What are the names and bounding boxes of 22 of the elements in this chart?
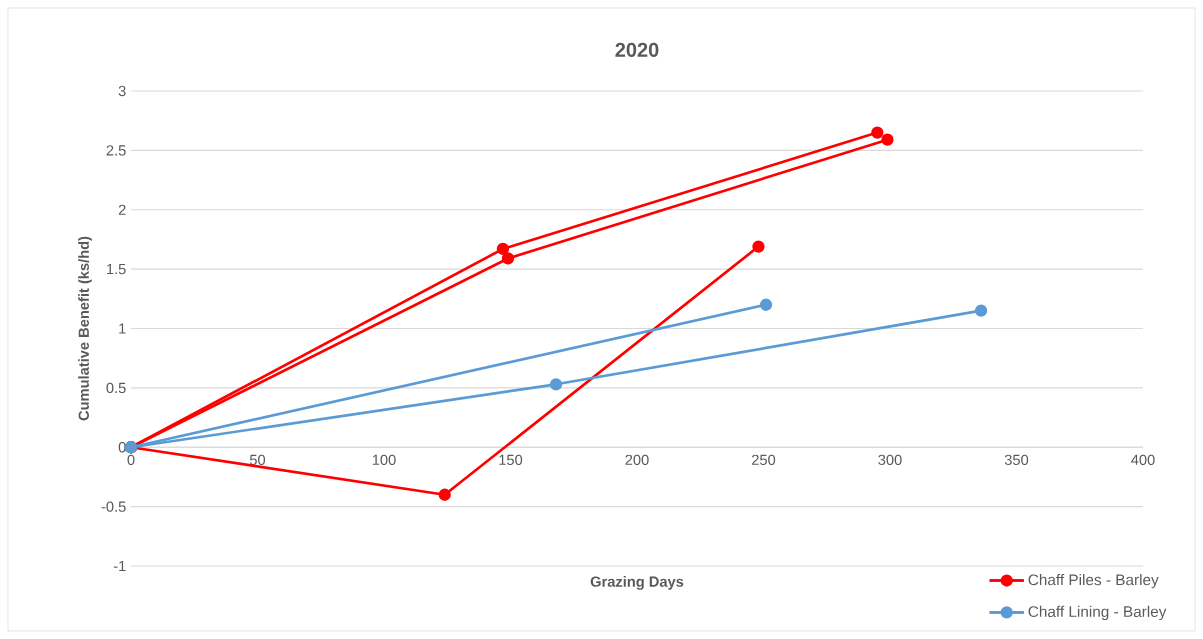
y-tick-label: 1 bbox=[119, 323, 126, 334]
y-tick-label: 2.5 bbox=[106, 145, 126, 156]
x-tick-label: 150 bbox=[499, 454, 523, 466]
y-tick-label: 0.5 bbox=[106, 382, 126, 394]
x-tick-label: 100 bbox=[372, 454, 396, 466]
x-tick-label: 0 bbox=[127, 454, 135, 466]
x-tick-label: 200 bbox=[625, 454, 649, 466]
x-tick-label: 300 bbox=[878, 454, 902, 466]
x-tick-label: 50 bbox=[249, 454, 266, 466]
y-tick-label: 3 bbox=[118, 85, 126, 97]
y-tick-label: 2 bbox=[118, 204, 126, 215]
y-tick-label: 1.5 bbox=[107, 264, 126, 275]
legend-label: Chaff Lining - Barley bbox=[1028, 605, 1167, 621]
x-tick-label: 400 bbox=[1131, 454, 1155, 466]
y-tick-label: -1 bbox=[113, 560, 126, 572]
x-axis-title: Grazing Days bbox=[590, 576, 684, 590]
x-tick-label: 250 bbox=[752, 454, 776, 466]
y-tick-label: -0.5 bbox=[101, 501, 126, 512]
legend-label: Chaff Piles - Barley bbox=[1028, 573, 1159, 589]
y-axis-title: Cumulative Benefit (ks/hd) bbox=[78, 236, 92, 421]
chart-title: 2020 bbox=[615, 42, 659, 57]
x-tick-label: 350 bbox=[1004, 454, 1029, 466]
